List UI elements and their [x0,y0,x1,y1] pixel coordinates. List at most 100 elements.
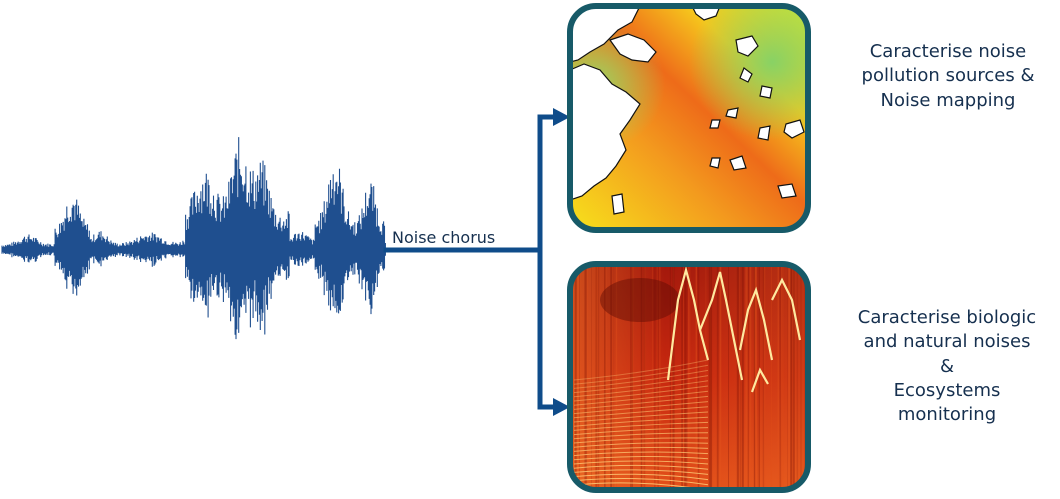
spectrogram-streak [574,264,577,490]
spectrogram-streak [708,264,711,490]
spectrogram-harmonic-line [573,437,709,444]
spectrogram-streak [753,264,756,490]
spectrogram-streak [595,264,597,490]
spectrogram-streak [782,264,784,490]
spectrogram-whistles [666,265,802,393]
spectrogram-streak [578,264,581,490]
spectrogram-streak [594,264,596,490]
caption-line: Noise mapping [880,89,1016,111]
spectrogram-streak [683,264,685,490]
spectrogram-harmonic-line [573,401,709,415]
spectrogram-streak [640,264,643,490]
spectrogram-harmonic-line [573,421,709,431]
spectrogram-harmonic-line [573,369,709,389]
spectrogram-streak [755,264,757,490]
spectrogram-streak [749,264,752,490]
spectrogram-streak [643,264,646,490]
spectrogram-streak [705,264,707,490]
spectrogram-harmonic-line [573,427,709,436]
spectrogram-streak [605,264,607,490]
spectrogram-frame [567,261,811,493]
spectrogram-harmonic-line [573,416,709,427]
spectrogram-streak [685,264,688,490]
spectrogram-streak [741,264,744,490]
spectrogram-streak [586,264,588,490]
spectrogram-harmonic-line [573,390,709,406]
caption-line: Caracterise noise [869,41,1027,62]
spectrogram-streak [697,264,700,490]
spectrogram-streak [794,264,795,490]
spectrogram-streak [719,264,722,490]
spectrogram-harmonic-line [573,411,709,423]
spectrogram-streak [800,264,802,490]
spectrogram-streak [595,264,596,490]
spectrogram-streak [759,264,760,490]
spectrogram-streak [613,264,615,490]
spectrogram-streak [630,264,632,490]
spectrogram-streak [745,264,748,490]
spectrogram-harmonic-line [573,375,709,394]
spectrogram-harmonics [573,359,709,490]
spectrogram-streak [787,264,790,490]
spectrogram-streak [669,264,671,490]
spectrogram-harmonic-line [573,451,709,457]
arrowhead-to-spectrogram [553,398,570,416]
spectrogram-streak [672,264,675,490]
spectrogram-streak [754,264,757,490]
spectrogram-streak [738,264,740,490]
biologic-noise-caption: Caracterise biologic and natural noises … [834,306,1060,427]
spectrogram-streak [631,264,633,490]
spectrogram-streak [739,264,742,490]
spectrogram-streak [596,264,598,490]
spectrogram-streak [681,264,683,490]
spectrogram-streak [716,264,719,490]
map-frame [567,3,811,233]
spectrogram-texture [570,264,806,490]
spectrogram-streak [792,264,795,490]
noise-map-panel [567,3,811,233]
spectrogram-streak [787,264,788,490]
spectrogram-harmonic-line [573,460,709,465]
spectrogram-panel [567,261,811,493]
spectrogram-streak [684,264,686,490]
caption-line: and natural noises [863,331,1031,353]
caption-line: pollution sources & [861,65,1035,87]
noise-chorus-label: Noise chorus [392,228,496,247]
spectrogram-harmonic-line [573,478,709,486]
spectrogram-streak [596,264,598,490]
spectrogram-streak [657,264,659,490]
spectrogram-streak [754,264,756,490]
spectrogram-streak [777,264,779,490]
spectrogram-harmonic-line [573,432,709,440]
spectrogram-dark-region [600,278,680,322]
spectrogram-streak [792,264,795,490]
spectrogram-harmonic-line [573,380,709,398]
spectrogram-harmonic-line [573,464,709,470]
spectrogram-streak [757,264,760,490]
spectrogram-streak [591,264,592,490]
spectrogram-streak [577,264,580,490]
waveform-trace [1,137,386,340]
spectrogram-streak [796,264,799,490]
spectrogram-streak [688,264,690,490]
spectrogram-streak [790,264,792,490]
spectrogram-streak [728,264,729,490]
spectrogram-streak [788,264,791,490]
flow-connectors [383,114,559,410]
spectrogram-harmonic-line [573,446,709,452]
spectrogram-streak [632,264,633,490]
spectrogram-streak [672,264,675,490]
spectrogram-streak [695,264,697,490]
spectrogram-streak [579,264,580,490]
spectrogram-harmonic-line [573,359,709,381]
spectrogram-streak [657,264,660,490]
noise-pollution-caption: Caracterise noise pollution sources & No… [836,40,1060,113]
spectrogram-streak [656,264,658,490]
spectrogram-streak [746,264,748,490]
spectrogram-harmonic-line [573,473,709,481]
spectrogram-harmonic-line [573,469,709,475]
spectrogram-streak [610,264,613,490]
noise-waveform [1,137,386,340]
spectrogram-streak [654,264,656,490]
spectrogram-streak [584,264,586,490]
